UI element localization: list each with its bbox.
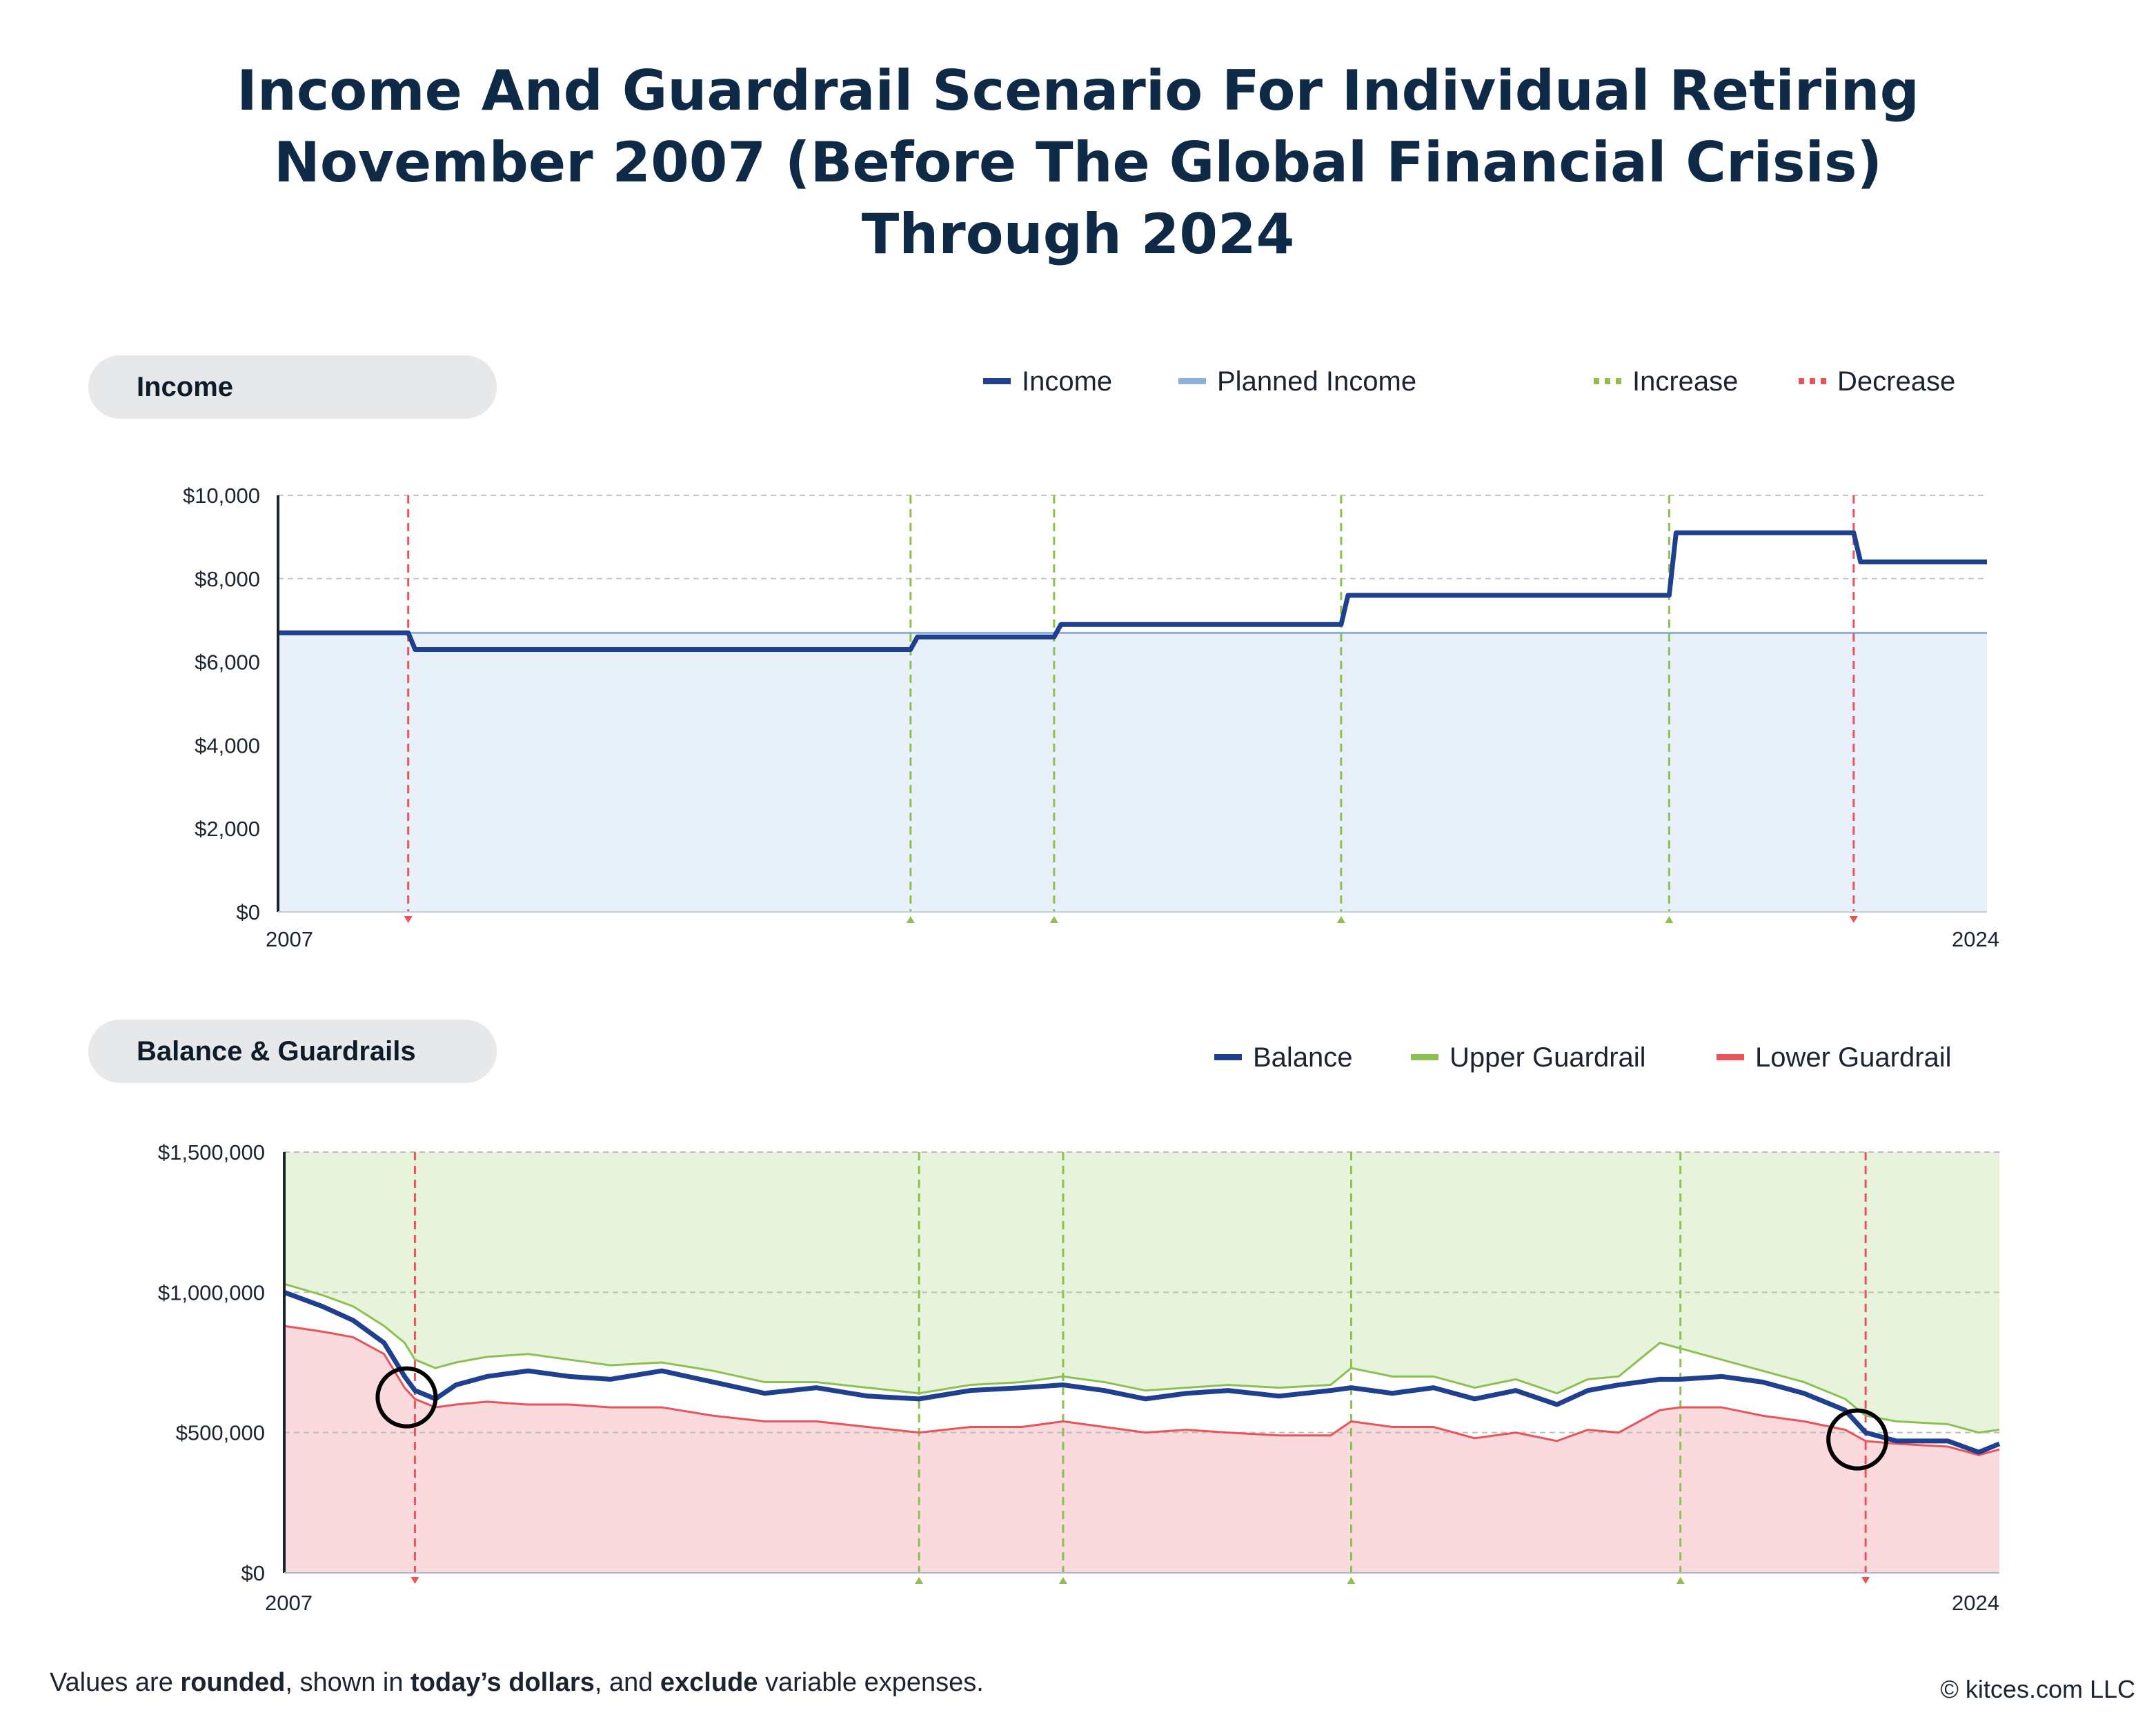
legend-planned-text: Planned Income [1217, 366, 1417, 397]
legend-income: Income [983, 364, 1112, 399]
income-panel-label: Income [88, 355, 497, 419]
legend-balance: Balance [1214, 1040, 1353, 1075]
legend-increase-text: Increase [1632, 366, 1739, 397]
legend-increase: Increase [1594, 364, 1738, 399]
income-y-tick-label: $4,000 [195, 733, 260, 757]
lower-guardrail-line [284, 1325, 2000, 1456]
balance-y-tick-label: $1,500,000 [158, 1140, 265, 1164]
income-y-tick-label: $8,000 [195, 567, 260, 591]
income-increase-arrow [1665, 916, 1674, 923]
legend-decrease-text: Decrease [1837, 366, 1956, 397]
balance-panel-label-text: Balance & Guardrails [137, 1036, 416, 1067]
income-increase-arrow [906, 916, 915, 923]
income-decrease-arrow [404, 916, 413, 923]
legend-income-text: Income [1022, 366, 1113, 397]
legend-planned-swatch [1178, 377, 1206, 384]
balance-chart: $0 $500,000 $1,000,000 $1,500,000 2007 2024 [158, 1140, 2001, 1615]
legend-decrease: Decrease [1799, 364, 1955, 399]
legend-lower-swatch [1717, 1053, 1744, 1060]
planned-income-area [278, 633, 1987, 912]
balance-panel-label: Balance & Guardrails [88, 1020, 497, 1083]
balance-x-tick-label: 2024 [1952, 1591, 1999, 1615]
legend-lower: Lower Guardrail [1717, 1040, 1952, 1075]
footer-text-1: Values are [50, 1668, 181, 1697]
legend-planned: Planned Income [1178, 364, 1416, 399]
balance-increase-arrow [915, 1577, 924, 1584]
balance-decrease-arrow [411, 1577, 419, 1584]
income-chart: $0 $2,000 $4,000 $6,000 $8,000 $10,000 2007 202… [183, 484, 1999, 951]
legend-lower-text: Lower Guardrail [1755, 1042, 1952, 1073]
balance-x-tick-label: 2007 [265, 1591, 313, 1615]
upper-guardrail-line [284, 1282, 2000, 1434]
chart-title: Income And Guardrail Scenario For Indivi… [0, 55, 2156, 270]
title-line-1: Income And Guardrail Scenario For Indivi… [237, 59, 1919, 123]
highlight-circle [375, 1366, 438, 1429]
title-line-2: November 2007 (Before The Global Financi… [273, 130, 1883, 195]
legend-upper-text: Upper Guardrail [1450, 1042, 1646, 1073]
footer-bold-1: rounded [180, 1668, 286, 1697]
balance-increase-arrow [1676, 1577, 1685, 1584]
upper-zone [284, 1152, 1999, 1433]
footer-bold-3: exclude [660, 1668, 758, 1697]
income-x-tick-label: 2007 [266, 927, 313, 951]
footer-bold-2: today’s dollars [411, 1668, 595, 1697]
balance-line [283, 1290, 2001, 1455]
balance-increase-arrow [1347, 1577, 1356, 1584]
highlight-circle [1826, 1408, 1889, 1471]
footer-text-2: , shown in [285, 1668, 411, 1697]
legend-increase-swatch [1594, 377, 1621, 384]
copyright: © kitces.com LLC [1940, 1675, 2135, 1703]
income-y-tick-label: $6,000 [195, 651, 260, 675]
legend-income-swatch [983, 377, 1011, 384]
legend-upper: Upper Guardrail [1411, 1040, 1646, 1075]
legend-balance-text: Balance [1253, 1042, 1353, 1073]
legend-upper-swatch [1411, 1053, 1438, 1060]
income-y-tick-label: $2,000 [195, 817, 260, 841]
footer-text-4: variable expenses. [758, 1668, 984, 1697]
income-increase-arrow [1336, 916, 1345, 923]
income-increase-arrow [1049, 916, 1058, 923]
balance-increase-arrow [1058, 1577, 1067, 1584]
income-y-tick-label: $0 [237, 900, 260, 924]
legend-decrease-swatch [1799, 377, 1826, 384]
balance-y-tick-label: $500,000 [176, 1421, 265, 1445]
legend-balance-swatch [1214, 1053, 1242, 1060]
footer-note: Values are rounded, shown in today’s dol… [50, 1668, 984, 1698]
income-line [278, 530, 1987, 652]
footer-text-3: , and [594, 1668, 660, 1697]
balance-y-tick-label: $0 [241, 1561, 265, 1585]
income-y-tick-label: $10,000 [183, 484, 260, 508]
balance-y-tick-label: $1,000,000 [158, 1280, 265, 1305]
income-decrease-arrow [1849, 916, 1858, 923]
lower-zone [284, 1326, 1999, 1573]
income-panel-label-text: Income [137, 372, 234, 402]
title-line-3: Through 2024 [861, 202, 1295, 266]
balance-decrease-arrow [1861, 1577, 1870, 1584]
income-x-tick-label: 2024 [1952, 927, 1999, 951]
